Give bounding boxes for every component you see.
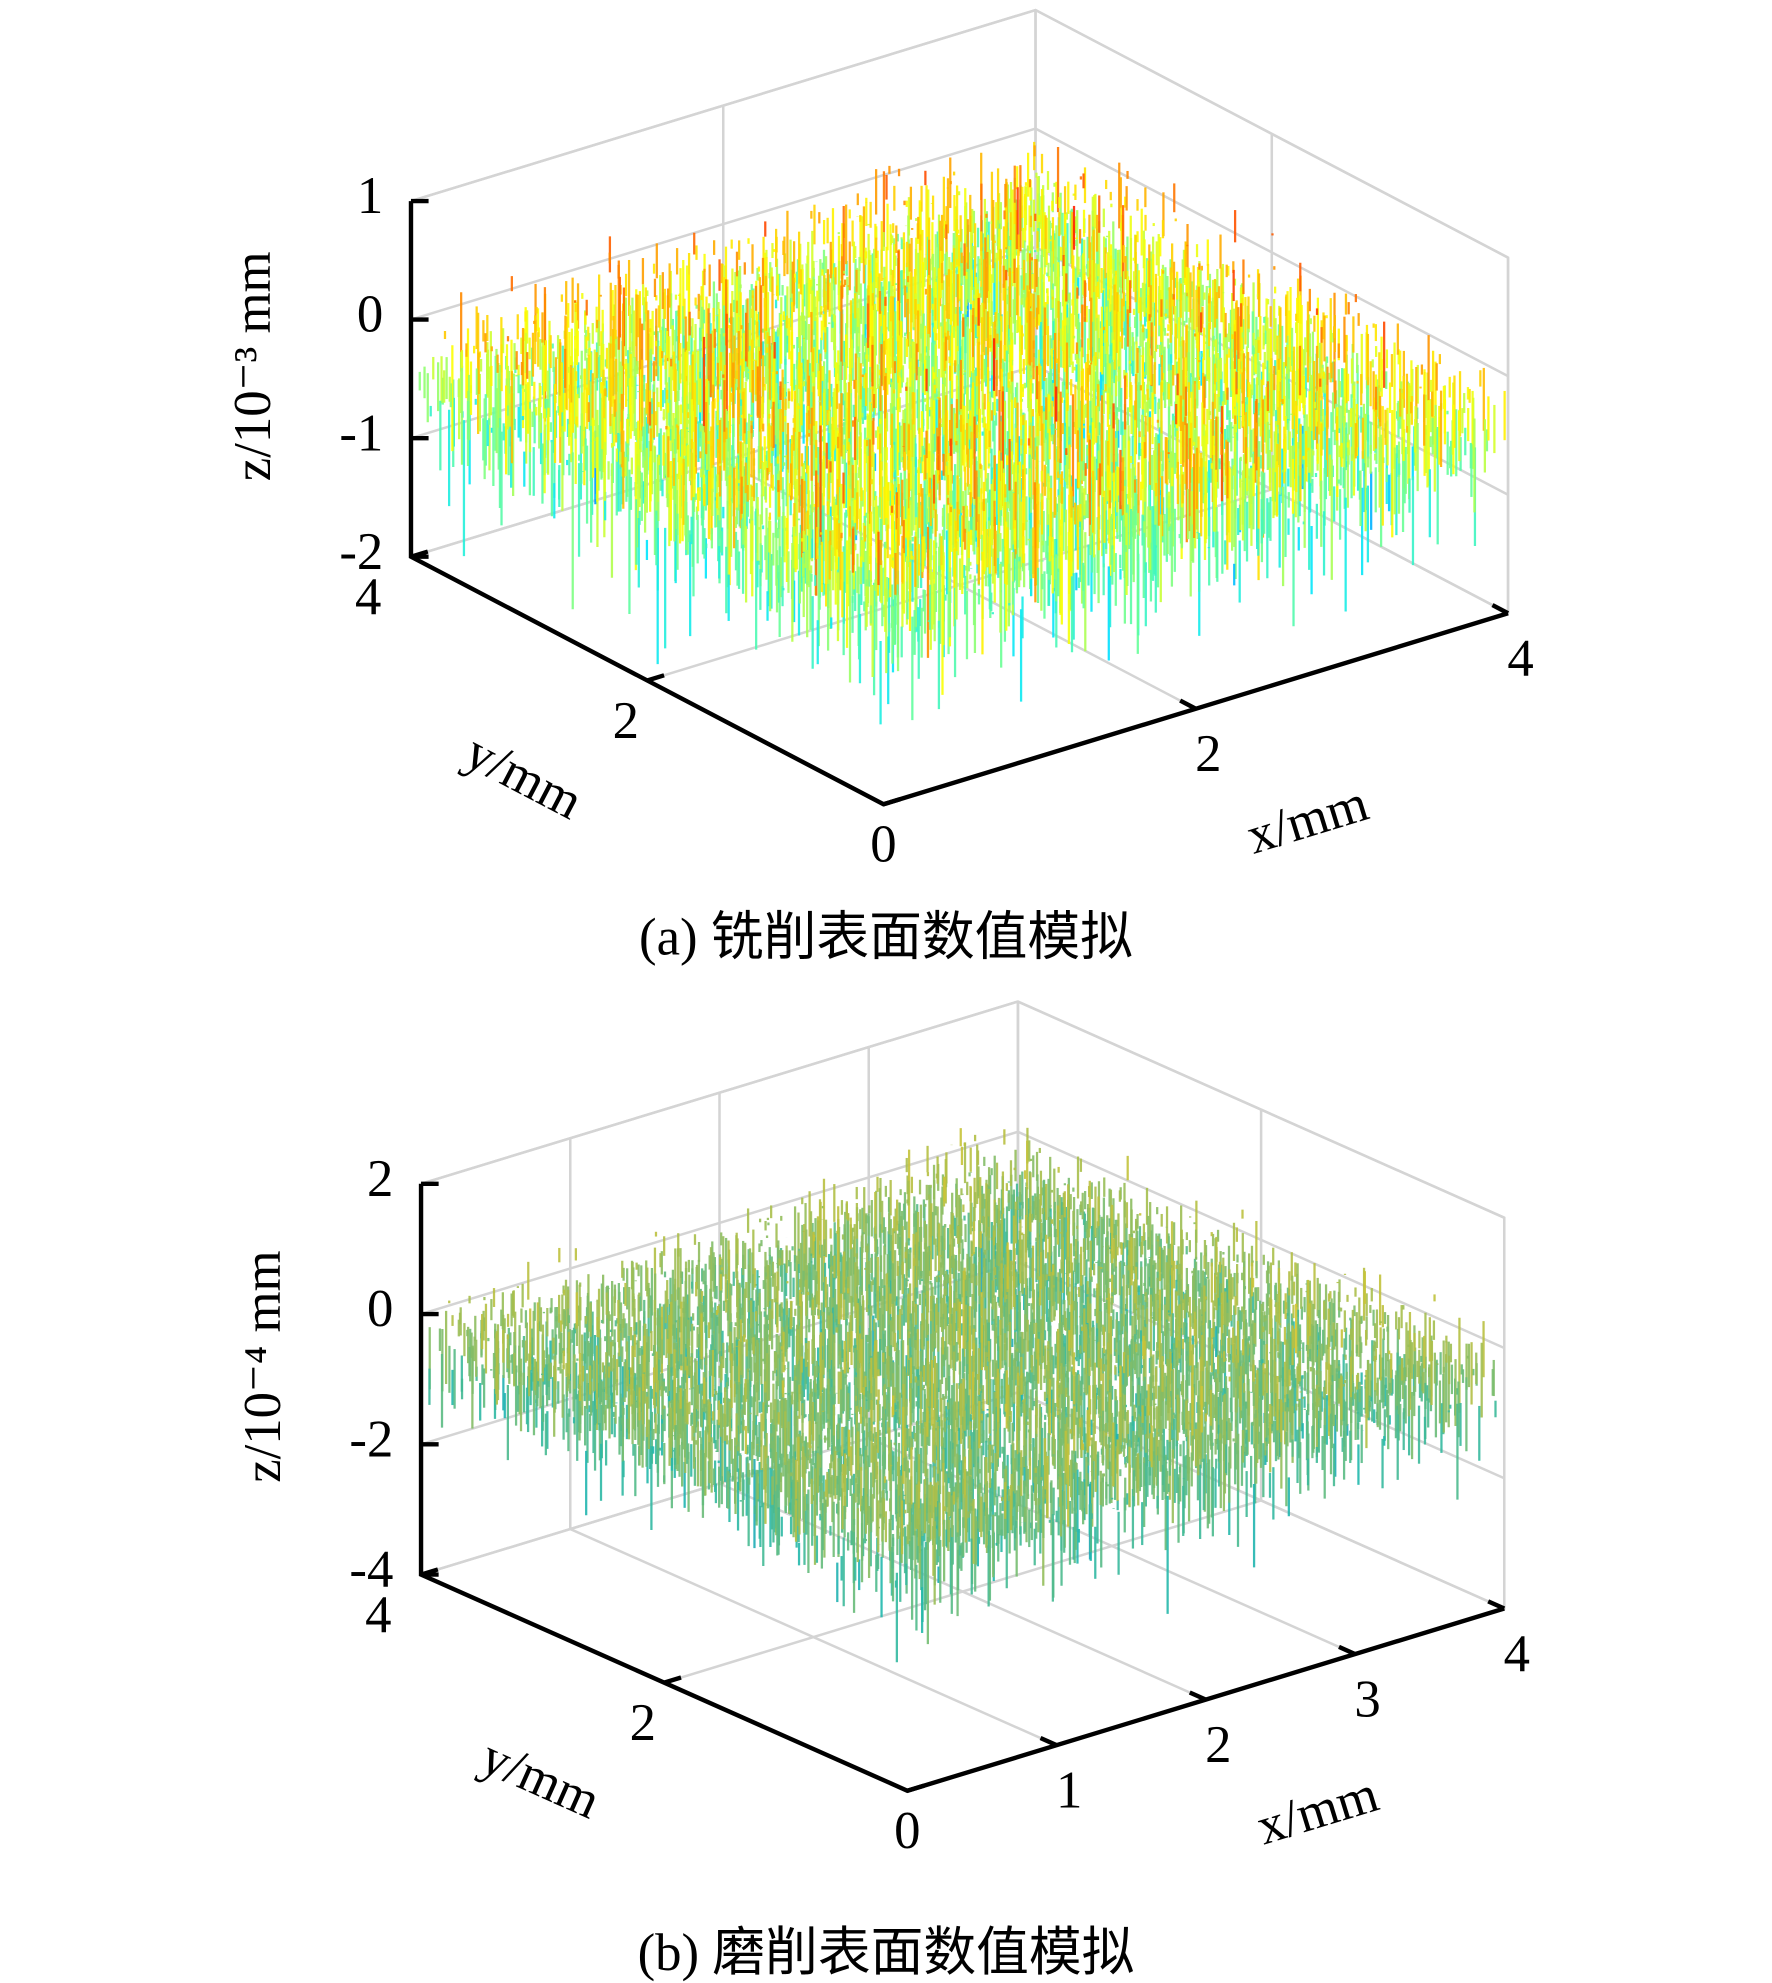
box-edge [410, 8, 1510, 614]
surface-texture [418, 141, 1506, 725]
